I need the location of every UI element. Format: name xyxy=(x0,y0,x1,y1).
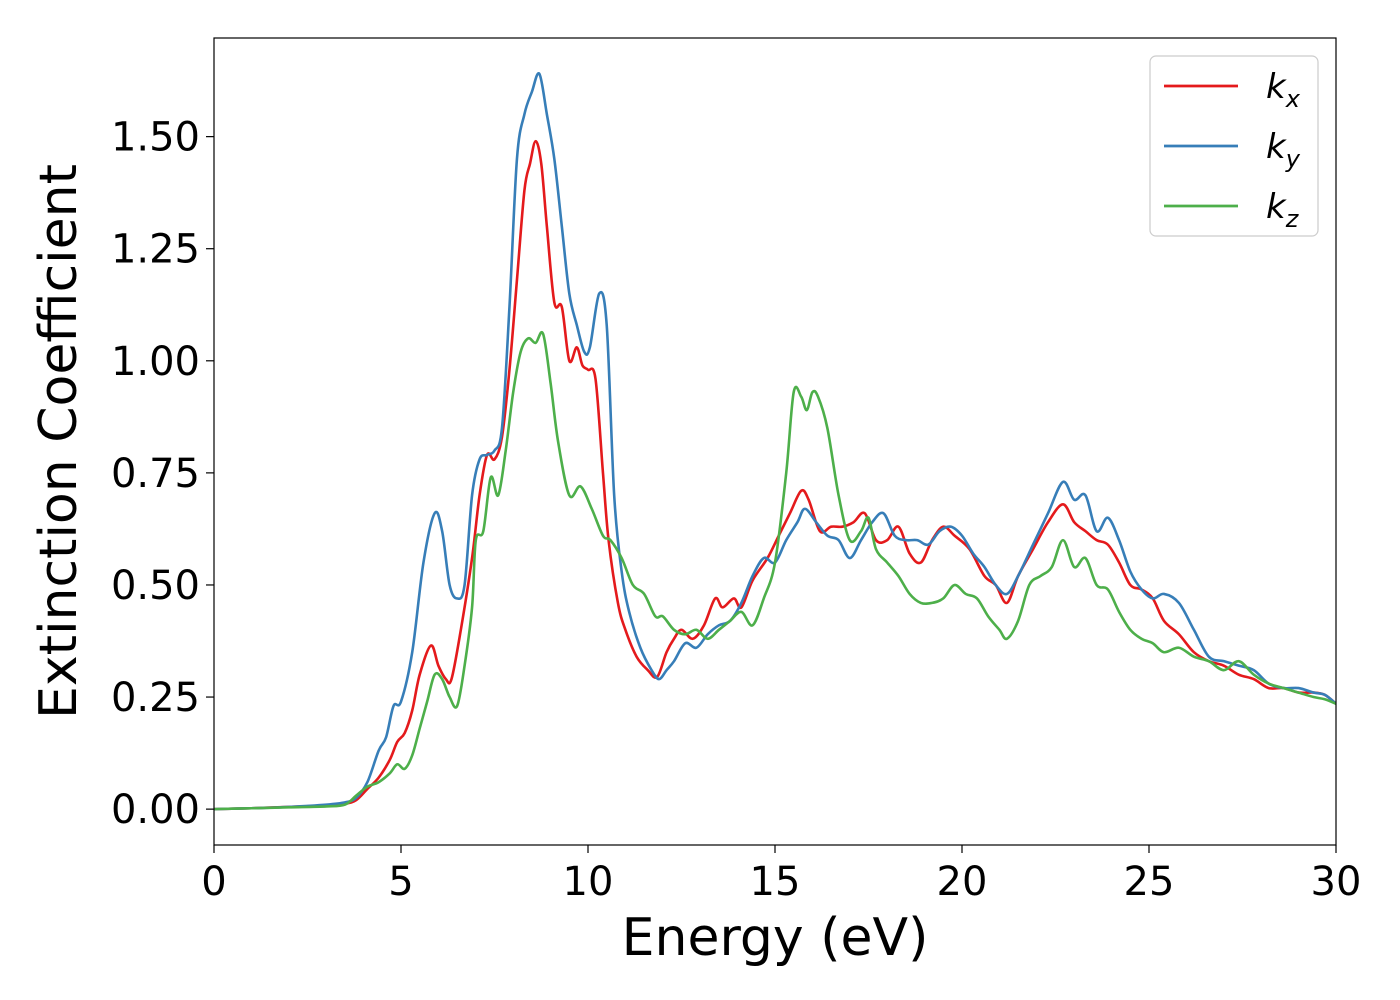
x-axis-ticks: 0 5 10 15 20 25 30 xyxy=(201,845,1361,905)
legend-label-subscript: x xyxy=(1285,85,1301,113)
y-tick-label: 0.00 xyxy=(111,787,200,833)
x-tick-label: 30 xyxy=(1311,859,1362,905)
y-tick-label: 0.50 xyxy=(111,563,200,609)
x-tick-label: 0 xyxy=(201,859,226,905)
legend-label-main: k xyxy=(1266,187,1287,227)
series-line-kz xyxy=(214,331,1336,811)
y-tick-label: 1.25 xyxy=(111,227,200,273)
legend-label-main: k xyxy=(1266,127,1287,167)
x-tick-label: 25 xyxy=(1124,859,1175,905)
x-tick-label: 15 xyxy=(750,859,801,905)
x-axis-label: Energy (eV) xyxy=(622,908,929,968)
series-line-ky xyxy=(214,71,1336,811)
legend-label-main: k xyxy=(1266,67,1287,107)
y-tick-label: 1.50 xyxy=(111,115,200,161)
legend-label-subscript: z xyxy=(1285,205,1300,233)
legend-label-kx: kx xyxy=(1266,67,1301,113)
x-tick-label: 20 xyxy=(937,859,988,905)
x-tick-label: 10 xyxy=(563,859,614,905)
x-tick-label: 5 xyxy=(388,859,413,905)
y-tick-label: 0.75 xyxy=(111,451,200,497)
legend-label-ky: ky xyxy=(1266,127,1301,173)
legend-label-subscript: y xyxy=(1285,145,1301,173)
series-layer xyxy=(214,71,1336,811)
y-tick-label: 1.00 xyxy=(111,339,200,385)
y-tick-label: 0.25 xyxy=(111,675,200,721)
series-line-kx xyxy=(214,139,1336,811)
y-axis-label: Extinction Coefficient xyxy=(29,164,89,719)
y-axis-ticks: 0.00 0.25 0.50 0.75 1.00 1.25 1.50 xyxy=(111,115,214,833)
legend-label-kz: kz xyxy=(1266,187,1300,233)
